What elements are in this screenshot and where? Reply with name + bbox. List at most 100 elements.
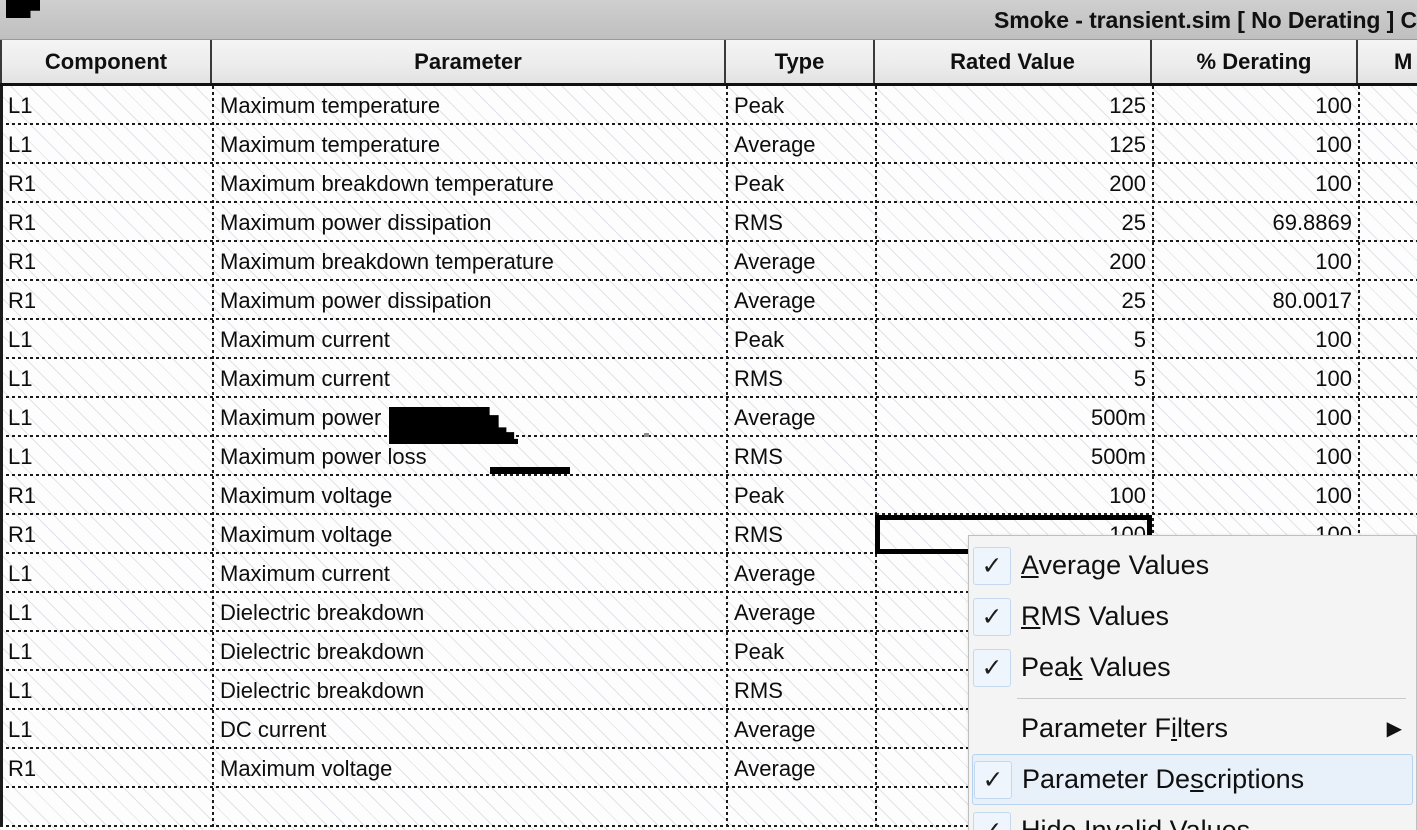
- cell-type[interactable]: Average: [734, 755, 816, 781]
- cell-parameter[interactable]: Maximum voltage: [220, 521, 393, 547]
- cell-type[interactable]: Average: [734, 404, 816, 430]
- cell-parameter[interactable]: Maximum temperature: [220, 131, 441, 157]
- cell-parameter[interactable]: Maximum temperature: [220, 92, 441, 118]
- cell-type[interactable]: Average: [734, 131, 816, 157]
- table-row[interactable]: R1 Maximum power dissipation RMS 25 69.8869: [0, 203, 1417, 242]
- cell-parameter[interactable]: Maximum breakdown temperature: [220, 248, 554, 274]
- cell-rated-value[interactable]: 25: [1121, 287, 1146, 313]
- cell-derating[interactable]: 100: [1315, 170, 1352, 196]
- cell-derating[interactable]: 100: [1315, 248, 1352, 274]
- cell-type[interactable]: Average: [734, 560, 816, 586]
- cell-rated-value[interactable]: 5: [1133, 365, 1146, 391]
- column-divider[interactable]: [212, 86, 214, 827]
- cell-type[interactable]: RMS: [734, 365, 783, 391]
- cell-rated-value[interactable]: 200: [1109, 248, 1146, 274]
- cell-component[interactable]: L1: [8, 560, 33, 586]
- cell-parameter[interactable]: Dielectric breakdown: [220, 599, 425, 625]
- cell-parameter[interactable]: Maximum voltage: [220, 482, 393, 508]
- cell-parameter[interactable]: Dielectric breakdown: [220, 638, 425, 664]
- cell-parameter[interactable]: DC current: [220, 716, 327, 742]
- table-row[interactable]: [0, 788, 1417, 827]
- cell-rated-value[interactable]: 5: [1133, 326, 1146, 352]
- cell-derating[interactable]: 100: [1315, 482, 1352, 508]
- cell-type[interactable]: RMS: [734, 209, 783, 235]
- column-header-type[interactable]: Type: [726, 40, 875, 83]
- cell-component[interactable]: L1: [8, 326, 33, 352]
- table-row[interactable]: L1 Maximum power loss RMS 500m 100: [0, 437, 1417, 476]
- cell-derating[interactable]: 100: [1315, 326, 1352, 352]
- table-row[interactable]: L1 Maximum temperature Peak 125 100: [0, 86, 1417, 125]
- cell-type[interactable]: Peak: [734, 482, 785, 508]
- menu-item-rms-values[interactable]: ✓ RMS Values: [969, 591, 1416, 642]
- cell-parameter[interactable]: Maximum power loss: [220, 443, 427, 469]
- table-row[interactable]: L1 DC current Average: [0, 710, 1417, 749]
- cell-parameter[interactable]: Maximum current: [220, 365, 390, 391]
- cell-rated-value[interactable]: 100: [1109, 482, 1146, 508]
- cell-component[interactable]: R1: [8, 248, 37, 274]
- cell-type[interactable]: RMS: [734, 443, 783, 469]
- cell-component[interactable]: L1: [8, 92, 33, 118]
- table-row[interactable]: L1 Dielectric breakdown RMS: [0, 671, 1417, 710]
- cell-component[interactable]: [0, 788, 212, 827]
- table-row[interactable]: L1 Maximum current Average: [0, 554, 1417, 593]
- table-row[interactable]: R1 Maximum breakdown temperature Average 20…: [0, 242, 1417, 281]
- cell-type[interactable]: RMS: [734, 677, 783, 703]
- cell-type[interactable]: Average: [734, 716, 816, 742]
- cell-component[interactable]: R1: [8, 209, 37, 235]
- cell-type[interactable]: Peak: [734, 326, 785, 352]
- table-row[interactable]: R1 Maximum voltage Peak 100 100: [0, 476, 1417, 515]
- cell-type[interactable]: [726, 788, 875, 827]
- menu-item-peak-values[interactable]: ✓ Peak Values: [969, 642, 1416, 693]
- cell-component[interactable]: L1: [8, 443, 33, 469]
- cell-derating[interactable]: 100: [1315, 365, 1352, 391]
- cell-component[interactable]: L1: [8, 677, 33, 703]
- menu-item-average-values[interactable]: ✓ Average Values: [969, 540, 1416, 591]
- column-header-derating[interactable]: % Derating: [1152, 40, 1358, 83]
- column-divider[interactable]: [875, 86, 877, 827]
- menu-item-parameter-filters[interactable]: Parameter Filters ▶: [969, 703, 1416, 754]
- table-row[interactable]: L1 Maximum current RMS 5 100: [0, 359, 1417, 398]
- cell-rated-value[interactable]: 125: [1109, 92, 1146, 118]
- cell-parameter[interactable]: [212, 788, 726, 827]
- cell-parameter[interactable]: Maximum current: [220, 560, 390, 586]
- table-row[interactable]: R1 Maximum voltage RMS 100 100: [0, 515, 1417, 554]
- cell-component[interactable]: R1: [8, 755, 37, 781]
- table-row[interactable]: L1 Dielectric breakdown Peak: [0, 632, 1417, 671]
- cell-rated-value[interactable]: 25: [1121, 209, 1146, 235]
- cell-derating[interactable]: 100: [1315, 443, 1352, 469]
- cell-type[interactable]: Average: [734, 599, 816, 625]
- cell-component[interactable]: L1: [8, 599, 33, 625]
- cell-type[interactable]: Average: [734, 287, 816, 313]
- view-options-context-menu[interactable]: ✓ Average Values ✓ RMS Values ✓ Peak Values Pa…: [968, 535, 1417, 830]
- menu-item-parameter-descriptions[interactable]: ✓ Parameter Descriptions: [972, 754, 1413, 805]
- cell-rated-value[interactable]: 500m: [1090, 404, 1146, 430]
- cell-parameter[interactable]: Maximum current: [220, 326, 390, 352]
- table-row[interactable]: L1 Dielectric breakdown Average: [0, 593, 1417, 632]
- cell-component[interactable]: L1: [8, 131, 33, 157]
- window-titlebar[interactable]: Smoke - transient.sim [ No Derating ] C: [0, 0, 1417, 40]
- cell-component[interactable]: R1: [8, 287, 37, 313]
- cell-rated-value[interactable]: 200: [1109, 170, 1146, 196]
- cell-rated-value[interactable]: 500m: [1090, 443, 1146, 469]
- cell-component[interactable]: L1: [8, 404, 33, 430]
- cell-derating[interactable]: 100: [1315, 92, 1352, 118]
- table-row[interactable]: R1 Maximum voltage Average: [0, 749, 1417, 788]
- cell-derating[interactable]: 80.0017: [1272, 287, 1352, 313]
- column-header-m[interactable]: M: [1394, 48, 1413, 74]
- column-divider[interactable]: [1152, 86, 1154, 827]
- cell-parameter[interactable]: Dielectric breakdown: [220, 677, 425, 703]
- column-divider[interactable]: [726, 86, 728, 827]
- cell-parameter[interactable]: Maximum power dissipation: [220, 209, 492, 235]
- cell-component[interactable]: R1: [8, 170, 37, 196]
- cell-type[interactable]: Average: [734, 248, 816, 274]
- column-header-component[interactable]: Component: [0, 40, 212, 83]
- table-row[interactable]: L1 Maximum current Peak 5 100: [0, 320, 1417, 359]
- cell-type[interactable]: Peak: [734, 170, 785, 196]
- cell-component[interactable]: L1: [8, 365, 33, 391]
- cell-component[interactable]: L1: [8, 638, 33, 664]
- cell-rated-value[interactable]: 125: [1109, 131, 1146, 157]
- cell-type[interactable]: Peak: [734, 92, 785, 118]
- column-header-rated-value[interactable]: Rated Value: [875, 40, 1152, 83]
- cell-component[interactable]: R1: [8, 482, 37, 508]
- cell-parameter[interactable]: Maximum breakdown temperature: [220, 170, 554, 196]
